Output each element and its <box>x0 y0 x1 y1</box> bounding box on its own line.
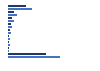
Bar <box>8 50 9 52</box>
Bar <box>8 14 17 16</box>
Bar <box>8 41 9 43</box>
Bar <box>8 44 10 46</box>
Bar <box>8 11 14 13</box>
Bar <box>8 26 12 28</box>
Bar <box>8 29 10 31</box>
Bar <box>8 5 26 7</box>
Bar <box>8 56 60 58</box>
Bar <box>8 8 32 10</box>
Bar <box>8 35 9 37</box>
Bar <box>8 53 46 55</box>
Bar <box>8 38 10 40</box>
Bar <box>8 47 9 49</box>
Bar <box>8 17 12 19</box>
Bar <box>8 20 14 22</box>
Bar <box>8 32 11 34</box>
Bar <box>8 23 11 25</box>
